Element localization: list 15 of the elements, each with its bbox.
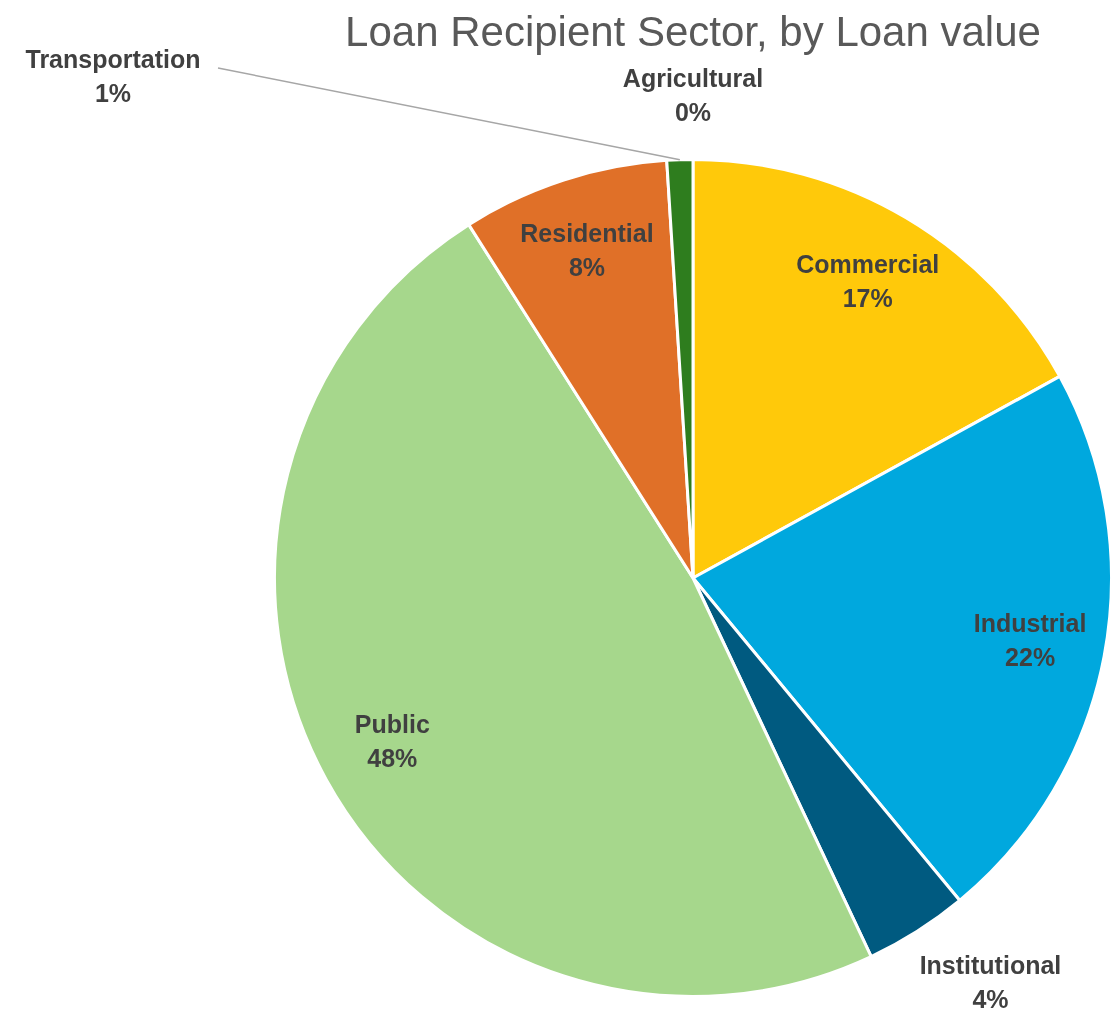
data-label: 1% (94, 78, 132, 107)
chart-title: Loan Recipient Sector, by Loan value (345, 7, 1041, 55)
slice-label: Industrial (973, 609, 1087, 638)
data-label: 48% (367, 744, 418, 773)
slice-label: Residential (520, 218, 654, 247)
text: 0% (674, 98, 712, 127)
data-label: 22% (1005, 643, 1056, 672)
data-label: 8% (568, 252, 606, 281)
category-label: Agricultural (622, 64, 764, 93)
slice-label: Institutional (919, 950, 1062, 979)
slice-label: Public (354, 710, 430, 739)
slice-label: Transportation (25, 44, 201, 73)
slice-label: Commercial (796, 249, 940, 278)
data-label: 4% (972, 984, 1009, 1013)
data-label: 17% (842, 283, 893, 312)
